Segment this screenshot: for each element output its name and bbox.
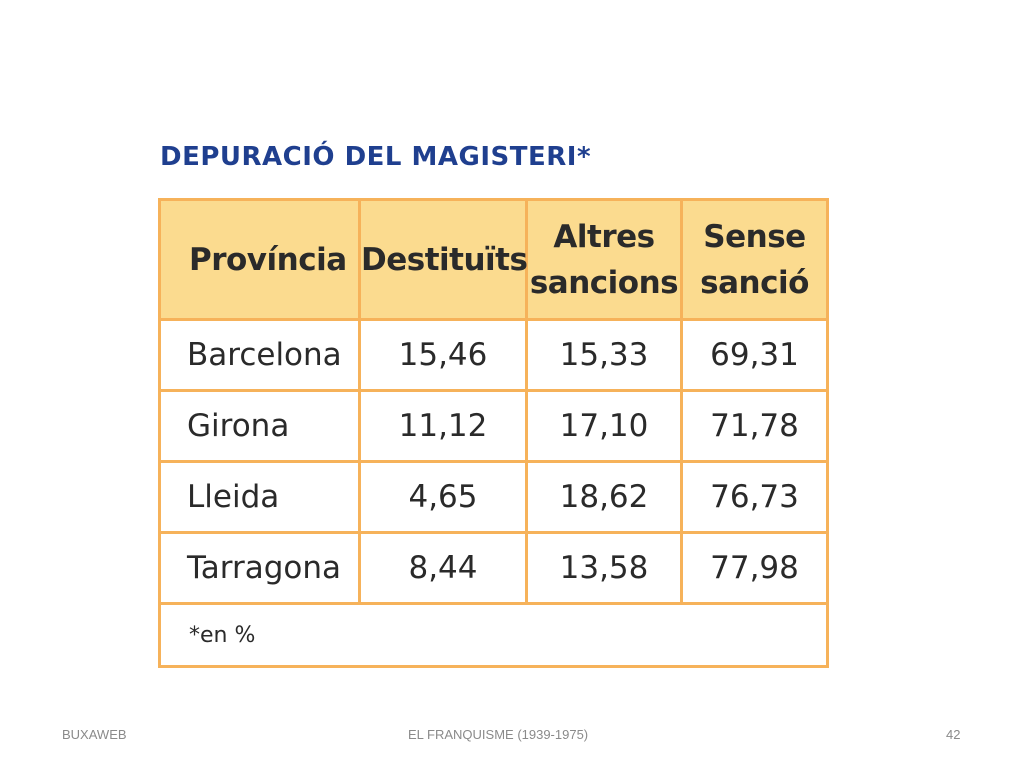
purge-table: Província Destituïts Altres sancions Sen… bbox=[158, 198, 829, 668]
province-cell: Lleida bbox=[158, 460, 361, 534]
province-cell: Tarragona bbox=[158, 531, 361, 605]
header-sense-line2: sanció bbox=[700, 264, 809, 301]
footer-source: BUXAWEB bbox=[62, 727, 127, 742]
altres-sancions-cell: 17,10 bbox=[525, 389, 683, 463]
header-sense-sancio: Sense sanció bbox=[680, 198, 829, 321]
header-altres-line1: Altres bbox=[553, 218, 655, 255]
header-provincia: Província bbox=[158, 198, 361, 321]
table-row: Lleida 4,65 18,62 76,73 bbox=[158, 460, 829, 534]
destituits-cell: 11,12 bbox=[358, 389, 528, 463]
table-row: Tarragona 8,44 13,58 77,98 bbox=[158, 531, 829, 605]
altres-sancions-cell: 13,58 bbox=[525, 531, 683, 605]
table-row: Girona 11,12 17,10 71,78 bbox=[158, 389, 829, 463]
province-cell: Barcelona bbox=[158, 318, 361, 392]
sense-sancio-cell: 76,73 bbox=[680, 460, 829, 534]
slide-number: 42 bbox=[946, 727, 961, 742]
footer-title: EL FRANQUISME (1939-1975) bbox=[408, 727, 589, 742]
table-title: DEPURACIÓ DEL MAGISTERI* bbox=[160, 142, 592, 172]
header-destituits: Destituïts bbox=[358, 198, 528, 321]
header-row: Província Destituïts Altres sancions Sen… bbox=[158, 198, 829, 321]
sense-sancio-cell: 77,98 bbox=[680, 531, 829, 605]
header-destituits-label: Destituïts bbox=[361, 241, 528, 278]
province-cell: Girona bbox=[158, 389, 361, 463]
footnote: *en % bbox=[158, 602, 829, 668]
sense-sancio-cell: 69,31 bbox=[680, 318, 829, 392]
destituits-cell: 15,46 bbox=[358, 318, 528, 392]
sense-sancio-cell: 71,78 bbox=[680, 389, 829, 463]
header-altres-sancions: Altres sancions bbox=[525, 198, 683, 321]
altres-sancions-cell: 18,62 bbox=[525, 460, 683, 534]
footnote-row: *en % bbox=[158, 602, 829, 668]
table-row: Barcelona 15,46 15,33 69,31 bbox=[158, 318, 829, 392]
header-provincia-label: Província bbox=[189, 241, 347, 278]
altres-sancions-cell: 15,33 bbox=[525, 318, 683, 392]
header-altres-line2: sancions bbox=[529, 264, 679, 301]
header-sense-line1: Sense bbox=[703, 218, 806, 255]
destituits-cell: 4,65 bbox=[358, 460, 528, 534]
destituits-cell: 8,44 bbox=[358, 531, 528, 605]
